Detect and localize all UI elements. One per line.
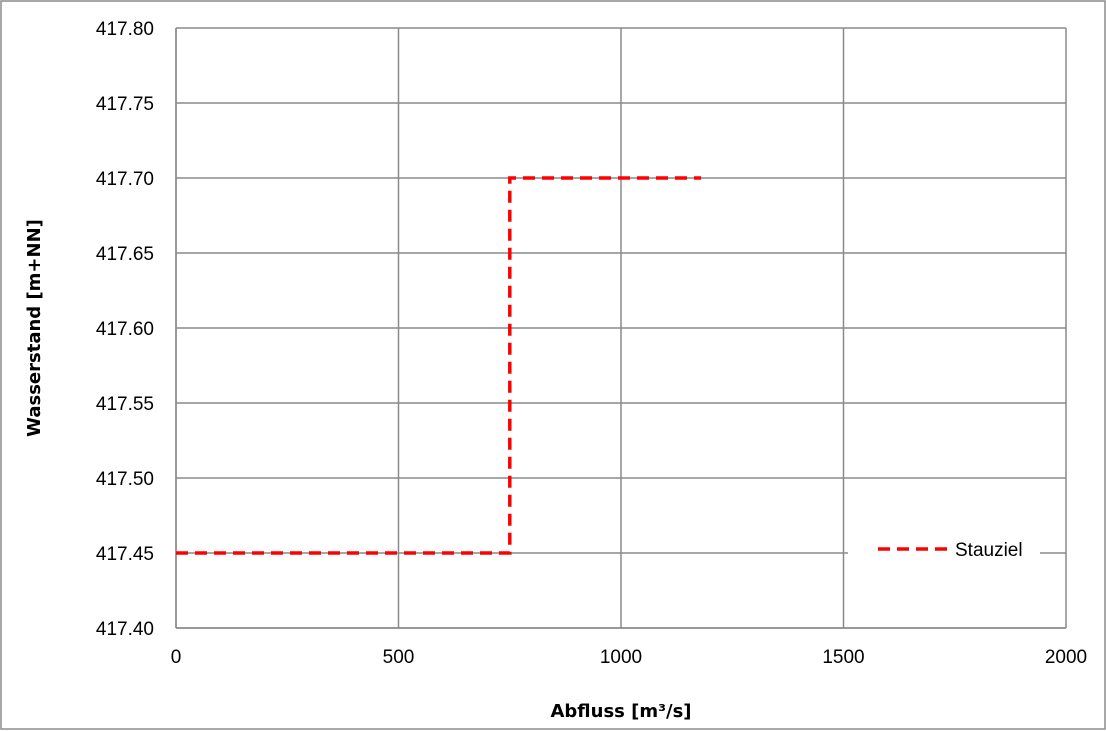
x-tick-label: 1500: [822, 647, 864, 668]
legend-label-stauziel: Stauziel: [955, 540, 1023, 561]
x-tick-label: 0: [171, 647, 182, 668]
series-lines: [176, 176, 702, 555]
gridlines: [175, 27, 1067, 629]
series-line-stauziel: [176, 176, 702, 555]
y-tick-label: 417.70: [96, 169, 154, 190]
y-tick-label: 417.40: [96, 619, 154, 640]
x-axis-ticks: 0 500 1000 1500 2000: [171, 647, 1087, 668]
y-axis-title: Wasserstand [m+NN]: [24, 219, 45, 437]
y-tick-label: 417.45: [96, 544, 154, 565]
x-tick-label: 2000: [1045, 647, 1087, 668]
plot-area-frame: [175, 28, 1066, 629]
y-tick-label: 417.55: [96, 394, 154, 415]
y-tick-label: 417.75: [96, 94, 154, 115]
y-tick-label: 417.60: [96, 319, 154, 340]
legend: Stauziel: [848, 488, 1040, 606]
y-axis-ticks: 417.40 417.45 417.50 417.55 417.60 417.65 417.…: [96, 19, 154, 640]
legend-background: [848, 488, 1040, 606]
y-tick-label: 417.80: [96, 19, 154, 40]
y-tick-label: 417.65: [96, 244, 154, 265]
x-axis-title: Abfluss [m³/s]: [550, 701, 691, 722]
y-tick-label: 417.50: [96, 469, 154, 490]
x-tick-label: 1000: [600, 647, 642, 668]
x-tick-label: 500: [383, 647, 415, 668]
